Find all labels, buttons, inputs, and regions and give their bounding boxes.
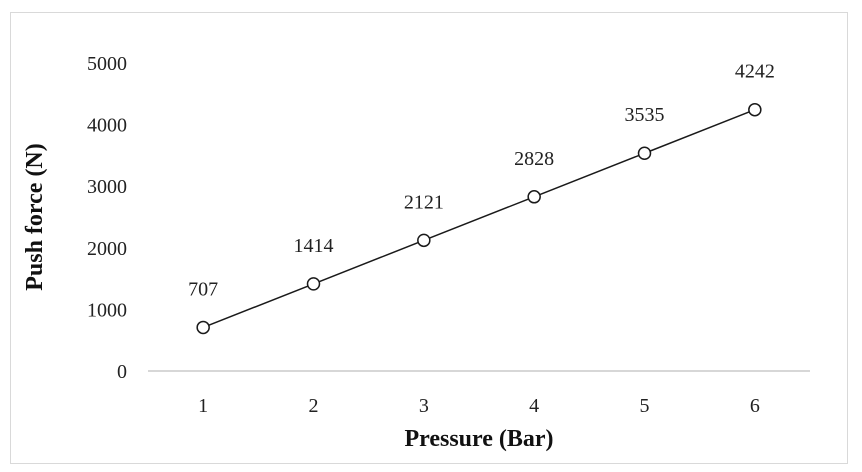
y-axis-title: Push force (N) — [22, 143, 48, 291]
y-tick-label: 0 — [117, 361, 127, 383]
y-tick-label: 2000 — [87, 238, 127, 260]
x-tick-label: 2 — [309, 395, 319, 417]
x-tick-label: 3 — [419, 395, 429, 417]
data-point-marker — [196, 320, 210, 335]
data-label: 1414 — [294, 235, 334, 257]
data-labels: 707 1414 2121 2828 3535 4242 — [188, 61, 775, 301]
data-label: 707 — [188, 278, 218, 300]
series-line — [202, 108, 756, 329]
data-markers — [196, 102, 762, 335]
y-tick-label: 1000 — [87, 299, 127, 321]
x-tick-label: 4 — [529, 395, 539, 417]
x-tick-label: 6 — [750, 395, 760, 417]
data-point-marker — [306, 277, 321, 291]
x-axis-title: Pressure (Bar) — [404, 426, 553, 452]
x-tick-label: 1 — [198, 395, 208, 417]
y-tick-label: 3000 — [87, 176, 127, 198]
data-point-marker — [527, 190, 541, 204]
data-label: 2121 — [404, 191, 444, 213]
data-point-marker — [748, 102, 762, 117]
x-tick-labels: 1 2 3 4 5 6 — [198, 395, 760, 417]
y-tick-label: 5000 — [87, 53, 127, 75]
data-label: 4242 — [735, 61, 775, 83]
data-label: 3535 — [625, 104, 665, 126]
data-point-marker — [417, 233, 431, 248]
x-tick-label: 5 — [640, 395, 650, 417]
data-label: 2828 — [514, 148, 554, 170]
y-tick-labels: 0 1000 2000 3000 4000 5000 — [87, 53, 127, 383]
y-tick-label: 4000 — [87, 115, 127, 137]
data-point-marker — [637, 146, 652, 160]
